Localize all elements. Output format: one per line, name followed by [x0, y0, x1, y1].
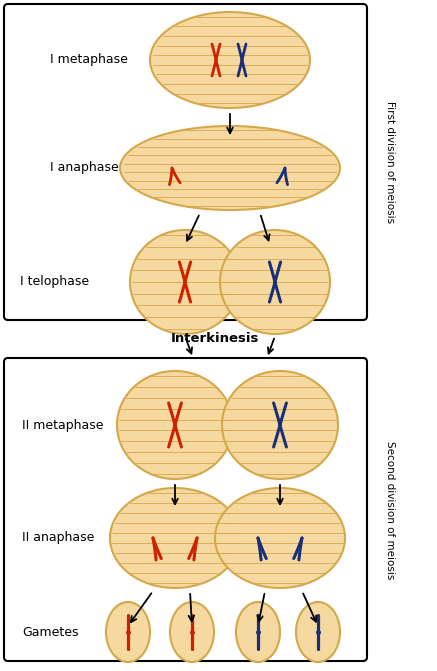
Text: I telophase: I telophase	[20, 276, 89, 289]
FancyBboxPatch shape	[4, 358, 367, 661]
Text: Second division of meiosis: Second division of meiosis	[385, 441, 395, 579]
Text: Gametes: Gametes	[22, 625, 79, 639]
Ellipse shape	[236, 602, 280, 662]
Text: I anaphase: I anaphase	[50, 162, 119, 174]
Text: First division of meiosis: First division of meiosis	[385, 101, 395, 223]
Ellipse shape	[220, 230, 330, 334]
Text: II anaphase: II anaphase	[22, 531, 94, 544]
Text: II metaphase: II metaphase	[22, 419, 104, 431]
Ellipse shape	[215, 488, 345, 588]
Text: I metaphase: I metaphase	[50, 54, 128, 66]
Ellipse shape	[106, 602, 150, 662]
Ellipse shape	[222, 371, 338, 479]
Text: Interkinesis: Interkinesis	[171, 331, 259, 344]
Ellipse shape	[110, 488, 240, 588]
Ellipse shape	[150, 12, 310, 108]
Ellipse shape	[296, 602, 340, 662]
Ellipse shape	[120, 126, 340, 210]
FancyBboxPatch shape	[4, 4, 367, 320]
Ellipse shape	[117, 371, 233, 479]
Ellipse shape	[130, 230, 240, 334]
Ellipse shape	[170, 602, 214, 662]
